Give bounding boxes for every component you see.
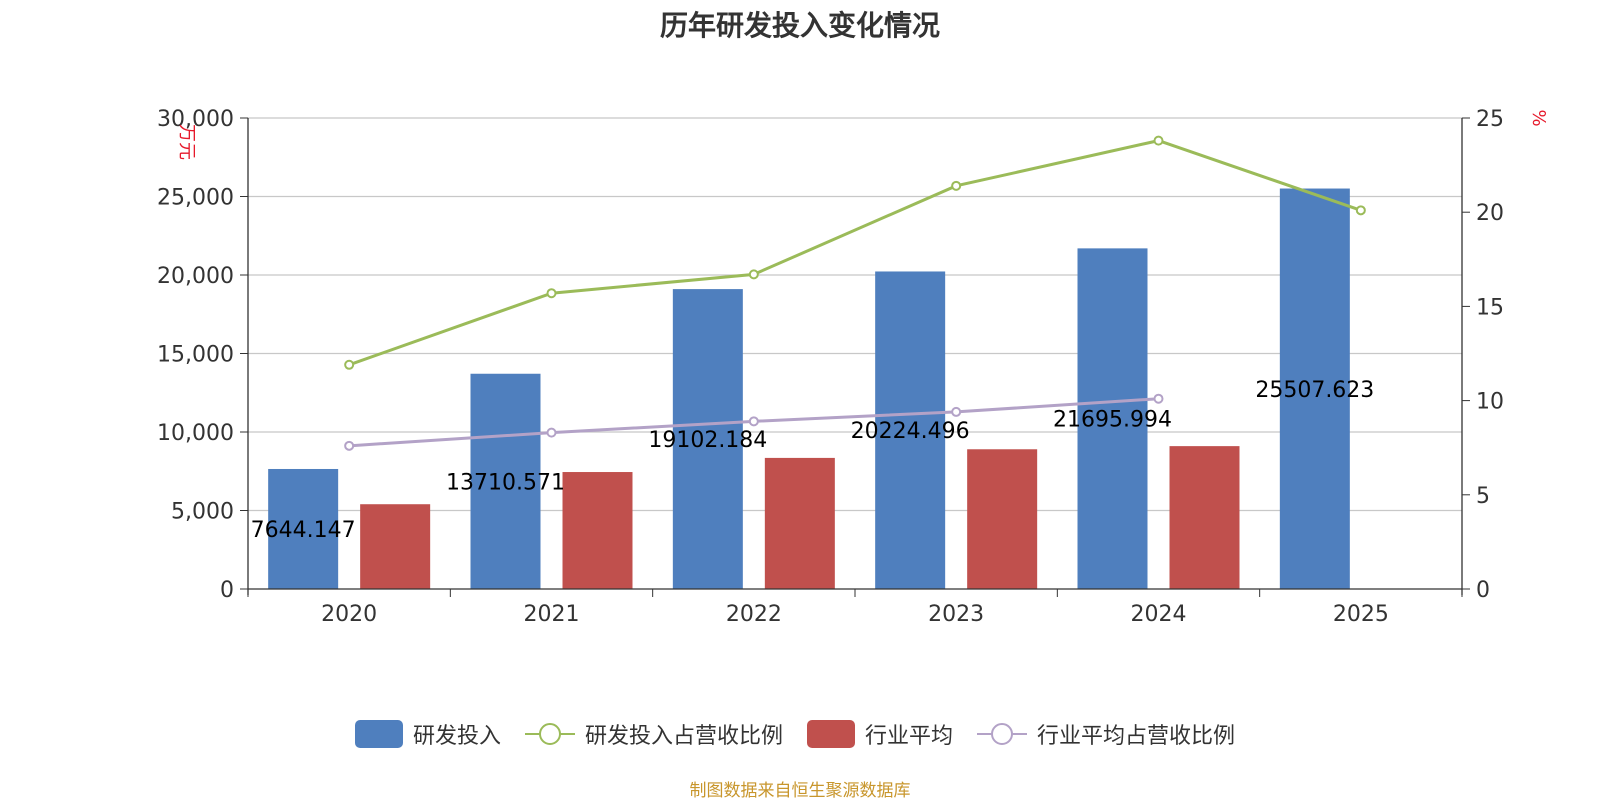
legend-swatch xyxy=(977,723,1028,745)
bar-研发投入-2021 xyxy=(470,373,541,589)
x-axis-tick-label: 2021 xyxy=(524,602,580,627)
point-行业平均占营收比例 xyxy=(748,416,759,427)
right-axis-tick-label: 25 xyxy=(1476,107,1504,132)
left-axis-tick-label: 25,000 xyxy=(157,186,234,211)
left-axis-tick-label: 5,000 xyxy=(171,500,234,525)
bar-行业平均-2021 xyxy=(562,472,633,589)
bar-data-label: 7644.147 xyxy=(251,518,356,543)
line-marks xyxy=(344,135,1366,451)
grid-lines xyxy=(248,117,1462,512)
legend: 研发投入 研发投入占营收比例 行业平均 行业平均占营收比例 xyxy=(0,718,1600,750)
legend-swatch xyxy=(807,720,855,748)
right-axis-tick-label: 20 xyxy=(1476,201,1504,226)
bar-data-label: 20224.496 xyxy=(851,419,970,444)
point-研发投入占营收比例 xyxy=(951,180,962,191)
point-行业平均占营收比例 xyxy=(951,406,962,417)
chart-title: 历年研发投入变化情况 xyxy=(659,9,940,42)
right-axis-unit: % xyxy=(1528,109,1549,126)
bar-data-label: 19102.184 xyxy=(648,428,767,453)
legend-item-rd-ratio[interactable]: 研发投入占营收比例 xyxy=(524,718,783,750)
bar-行业平均-2022 xyxy=(764,457,835,589)
left-axis-unit: 万元 xyxy=(176,124,197,160)
bar-data-label: 25507.623 xyxy=(1255,378,1374,403)
bar-行业平均-2023 xyxy=(967,449,1038,589)
line-研发投入占营收比例 xyxy=(348,139,1362,367)
legend-label: 行业平均 xyxy=(865,724,954,749)
x-axis-tick-label: 2024 xyxy=(1131,602,1187,627)
bar-研发投入-2024 xyxy=(1077,248,1148,589)
left-axis-tick-label: 0 xyxy=(220,578,234,603)
bar-data-label: 21695.994 xyxy=(1053,408,1172,433)
right-axis-tick-label: 5 xyxy=(1476,484,1490,509)
x-axis-tick-label: 2022 xyxy=(726,602,782,627)
legend-label: 研发投入 xyxy=(412,724,501,749)
right-axis-tick-label: 10 xyxy=(1476,390,1504,415)
bar-研发投入-2022 xyxy=(672,289,743,589)
x-axis-tick-label: 2023 xyxy=(928,602,984,627)
legend-item-industry-average[interactable]: 行业平均 xyxy=(807,718,953,750)
bar-data-label: 13710.571 xyxy=(446,470,565,495)
bar-研发投入-2023 xyxy=(875,271,946,589)
legend-swatch xyxy=(524,723,575,745)
bar-marks xyxy=(268,188,1350,589)
point-研发投入占营收比例 xyxy=(546,288,557,299)
legend-label: 研发投入占营收比例 xyxy=(584,724,783,749)
point-行业平均占营收比例 xyxy=(546,427,557,438)
legend-swatch xyxy=(354,720,403,748)
axes: 0 5,000 10,000 15,000 20,000 25,000 30,000 0 5 10… xyxy=(157,107,1549,627)
data-labels: 7644.147 13710.571 19102.184 20224.496 21695… xyxy=(251,378,1375,543)
bar-研发投入-2020 xyxy=(268,468,339,589)
point-研发投入占营收比例 xyxy=(1153,135,1164,146)
left-axis-tick-label: 10,000 xyxy=(157,421,234,446)
left-axis-tick-label: 15,000 xyxy=(157,343,234,368)
x-axis-tick-label: 2020 xyxy=(321,602,377,627)
right-axis-tick-label: 15 xyxy=(1476,295,1504,320)
x-axis-tick-label: 2025 xyxy=(1333,602,1389,627)
right-axis-tick-label: 0 xyxy=(1476,578,1490,603)
point-行业平均占营收比例 xyxy=(1153,393,1164,404)
bar-行业平均-2024 xyxy=(1169,446,1240,589)
bar-行业平均-2020 xyxy=(360,504,431,589)
point-研发投入占营收比例 xyxy=(748,269,759,280)
data-source-note: 制图数据来自恒生聚源数据库 xyxy=(689,781,911,801)
legend-item-industry-ratio[interactable]: 行业平均占营收比例 xyxy=(977,718,1235,750)
point-研发投入占营收比例 xyxy=(344,359,355,370)
point-行业平均占营收比例 xyxy=(344,440,355,451)
left-axis-tick-label: 20,000 xyxy=(157,264,234,289)
left-axis-tick-label: 30,000 xyxy=(157,107,234,132)
bar-研发投入-2025 xyxy=(1279,188,1350,589)
legend-item-rd-investment[interactable]: 研发投入 xyxy=(354,718,501,750)
legend-label: 行业平均占营收比例 xyxy=(1037,724,1236,749)
point-研发投入占营收比例 xyxy=(1355,205,1366,216)
